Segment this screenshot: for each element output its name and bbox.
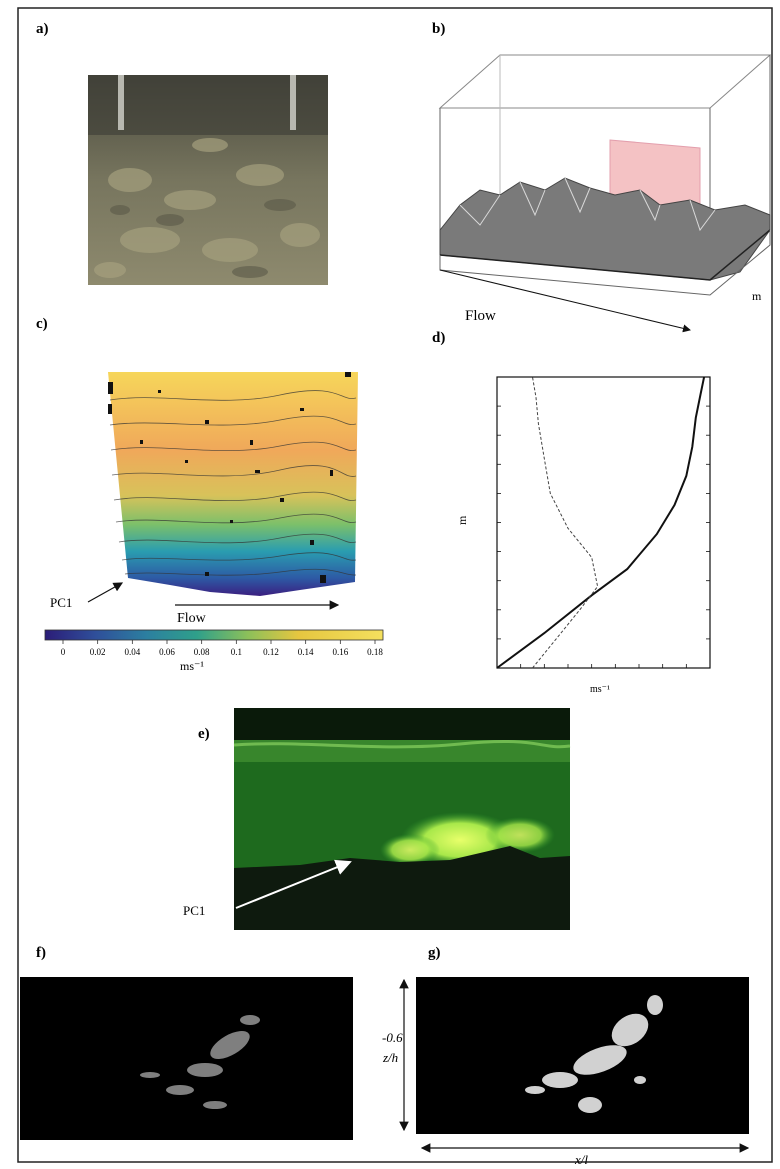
panel-g-vertical-value: -0.6: [382, 1030, 403, 1045]
panel-g-vertical-label: z/h: [382, 1050, 398, 1065]
panel-b-flow-label: Flow: [465, 308, 496, 324]
profile-series-line-2: [532, 376, 599, 669]
panel-d-profile-chart: [496, 376, 711, 669]
panel-label-b: b): [432, 21, 445, 37]
panel-c-colorbar-unit: ms⁻¹: [180, 659, 204, 673]
colorbar-tick-label: 0.16: [332, 647, 348, 657]
panel-b-side-label: m: [752, 289, 762, 303]
colorbar-tick-label: 0.1: [231, 647, 242, 657]
panel-label-g: g): [428, 945, 441, 961]
panel-e-pc1-label: PC1: [183, 903, 205, 918]
panel-label-c: c): [36, 316, 48, 332]
panel-b-3d-surface: [438, 54, 772, 333]
figure-frame: [17, 7, 773, 1163]
profile-series-line-1: [496, 376, 706, 669]
panel-e-piv-image: [233, 708, 571, 930]
panel-f-vorticity-image: [20, 977, 353, 1140]
panel-c-flow-label: Flow: [177, 611, 207, 626]
panel-c-pc1-label: PC1: [50, 595, 72, 610]
panel-g-vorticity-image: [416, 977, 749, 1134]
colorbar-tick-label: 0.04: [124, 647, 140, 657]
colorbar-tick-label: 0.06: [159, 647, 175, 657]
panel-label-d: d): [432, 330, 445, 346]
panel-a-photo: [88, 75, 328, 285]
colorbar-tick-label: 0.12: [263, 647, 279, 657]
colorbar-tick-label: 0.18: [367, 647, 383, 657]
panel-g-horizontal-label: x/l: [574, 1152, 588, 1167]
panel-d-xunit: ms⁻¹: [590, 684, 610, 695]
panel-label-a: a): [36, 21, 49, 37]
colorbar-tick-label: 0.14: [298, 647, 314, 657]
plot-area: [496, 376, 711, 669]
panel-label-f: f): [36, 945, 46, 961]
colorbar-tick-label: 0: [61, 647, 66, 657]
panel-label-e: e): [198, 726, 210, 742]
panel-c-colorbar-ticks: 0 0.02 0.04 0.06 0.08 0.1 0.12 0.14 0.16 0.18: [61, 640, 383, 657]
panel-c-colorbar: [44, 629, 384, 641]
panel-c-velocity-field: [87, 372, 358, 610]
colorbar-tick-label: 0.02: [90, 647, 106, 657]
colorbar-tick-label: 0.08: [194, 647, 210, 657]
panel-d-ylabel: m: [455, 515, 469, 525]
